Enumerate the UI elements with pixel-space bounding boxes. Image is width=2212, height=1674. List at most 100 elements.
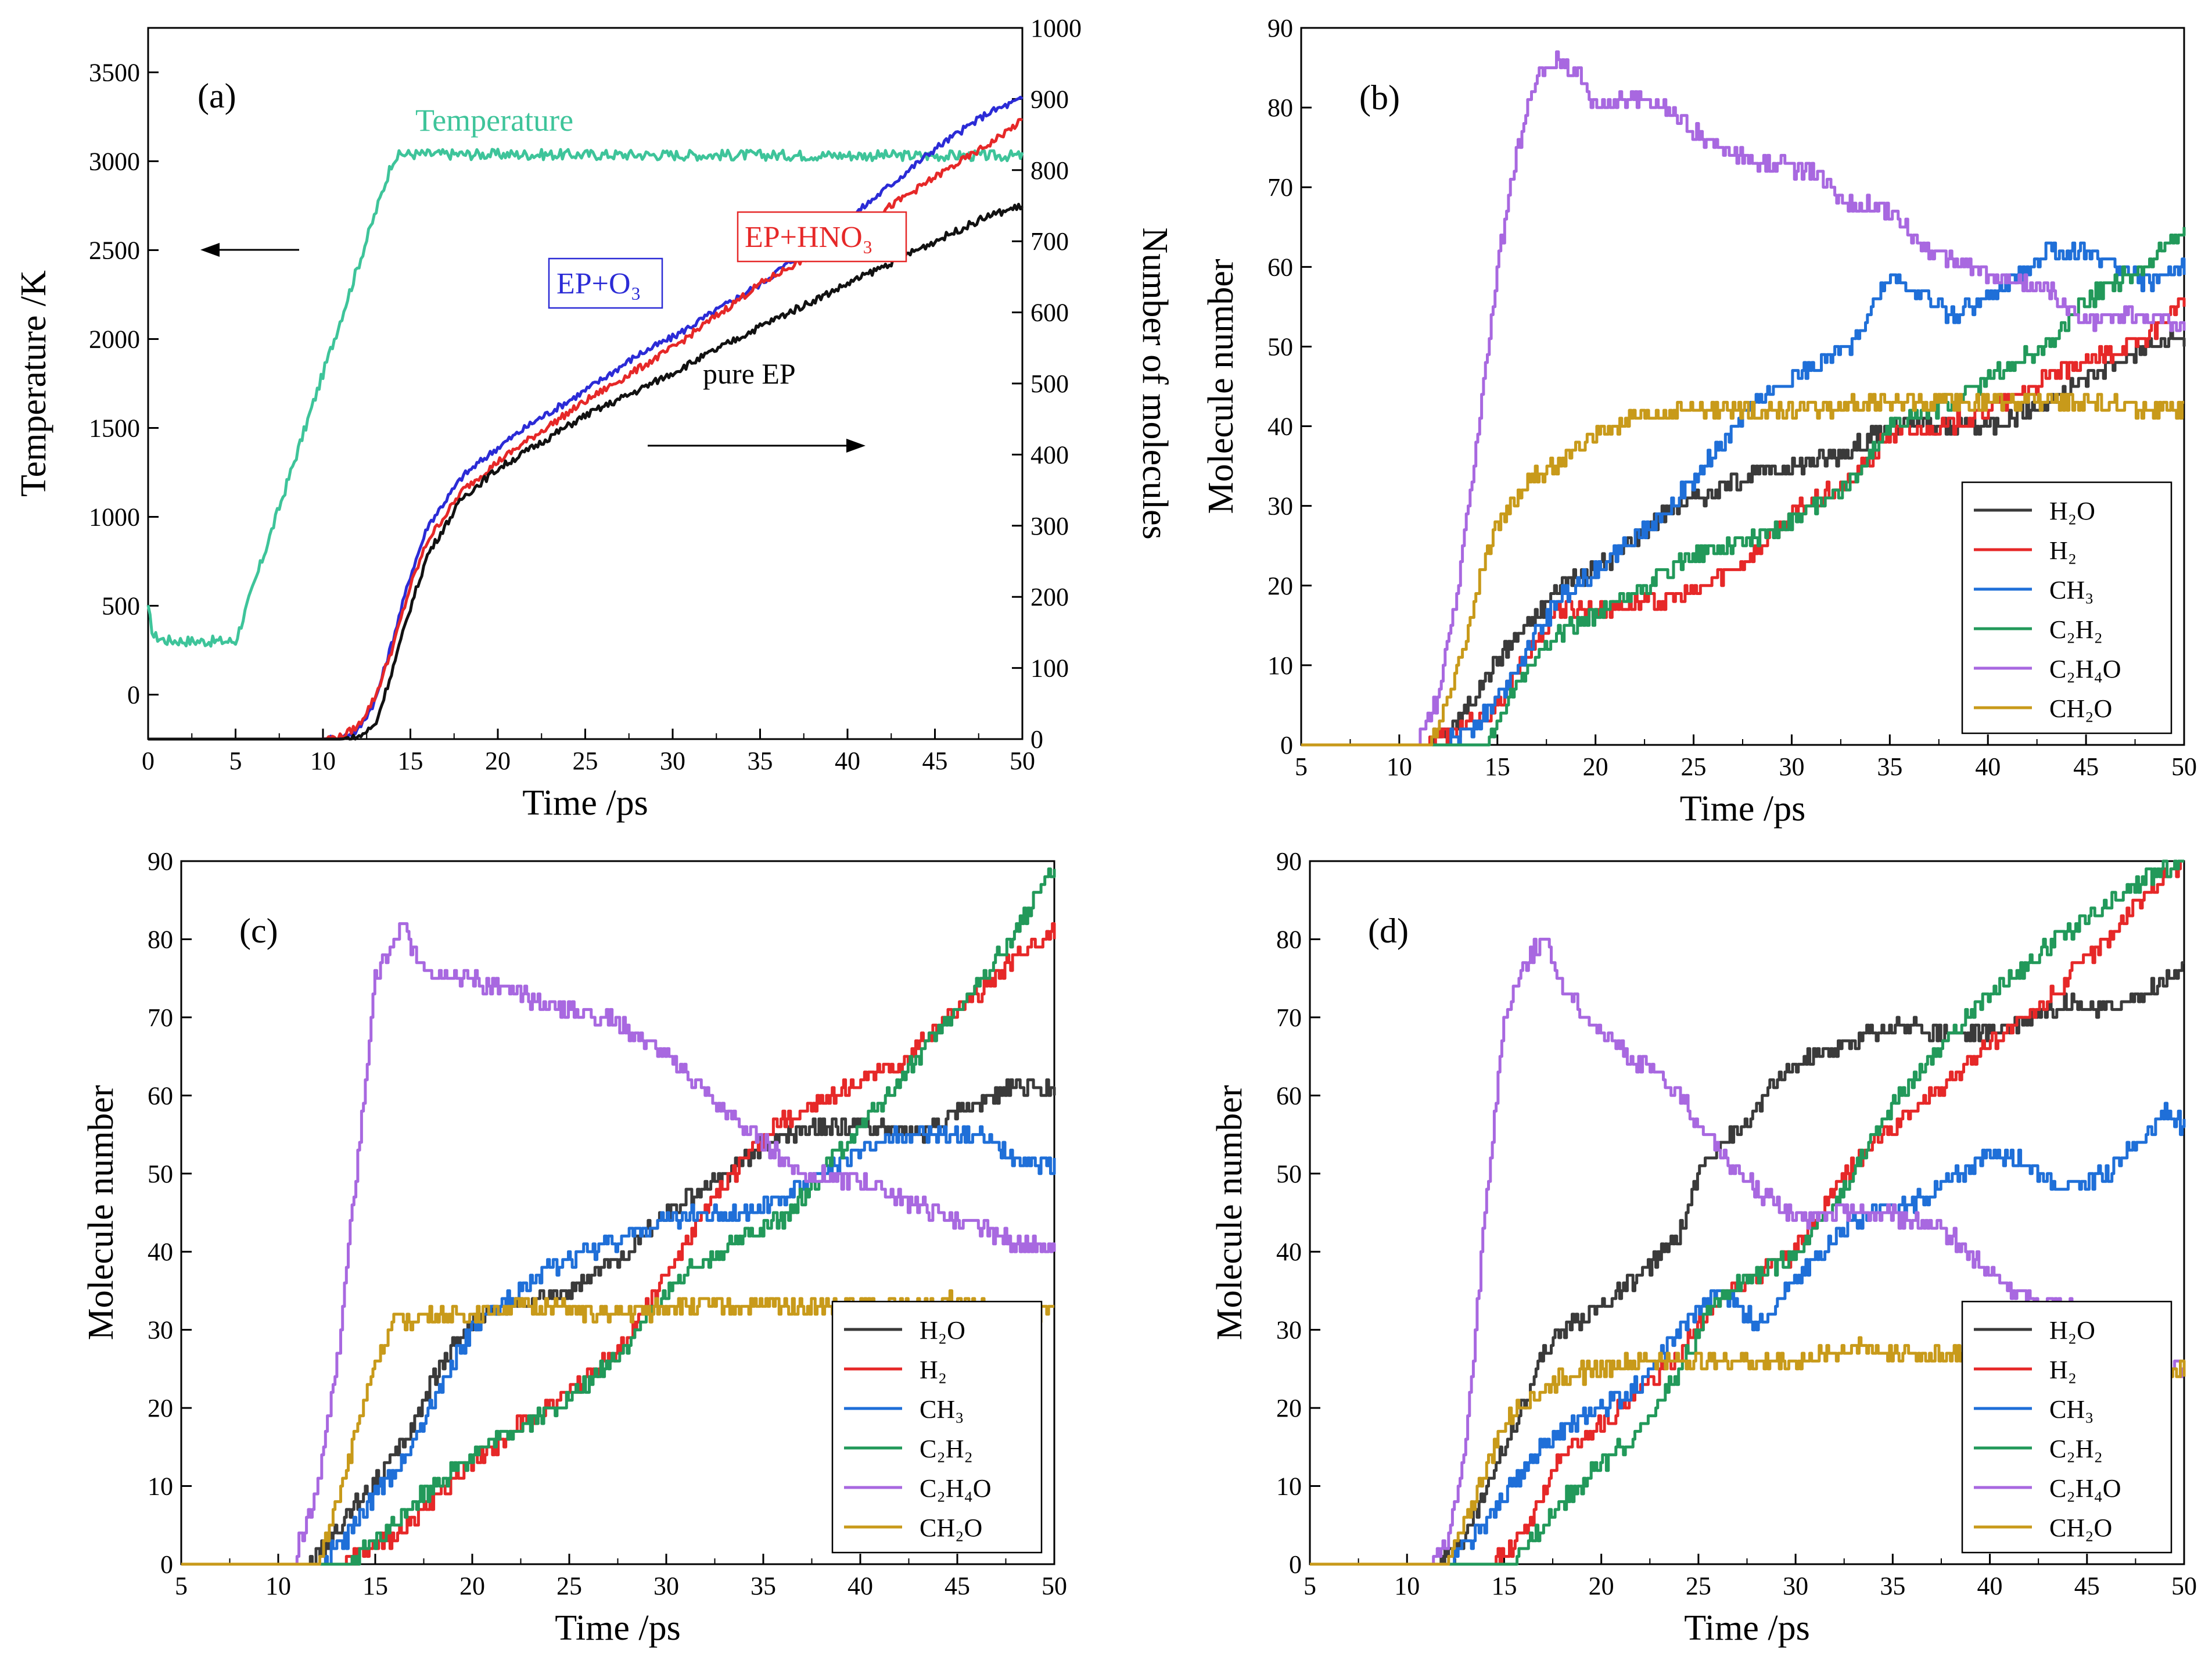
- panel-d-label: (d): [1368, 912, 1409, 950]
- panel-b-legend-label: C₂H₄O: [2049, 655, 2121, 683]
- panel-b-xtick-label: 50: [2171, 752, 2197, 781]
- panel-b-xtick-label: 30: [1779, 752, 1804, 781]
- panel-c-ytick-label: 40: [148, 1238, 173, 1266]
- panel-a-series-3: [148, 203, 1024, 741]
- panel-d-xtick-label: 5: [1304, 1572, 1316, 1600]
- panel-a-xtick-label: 25: [573, 747, 598, 775]
- panel-a-ytick-label: 3000: [89, 148, 140, 176]
- panel-a-label: (a): [198, 77, 236, 115]
- panel-b-series-3: [1301, 227, 2186, 747]
- panel-d-ytick-label: 60: [1276, 1081, 1302, 1110]
- panel-b-series-5: [1301, 393, 2184, 747]
- panel-a-ytick-label: 0: [127, 681, 140, 709]
- panel-c-xtick-label: 10: [265, 1572, 291, 1600]
- panel-b-ylabel: Molecule number: [1201, 259, 1241, 514]
- panel-b-legend: [1961, 481, 2172, 734]
- panel-d-xtick-label: 10: [1394, 1572, 1420, 1600]
- panel-d-ytick-label: 80: [1276, 925, 1302, 954]
- panel-c-xtick-label: 30: [653, 1572, 679, 1600]
- panel-b-xtick-label: 25: [1681, 752, 1707, 781]
- panel-c-ytick-label: 10: [148, 1472, 173, 1501]
- panel-d-ytick-label: 20: [1276, 1394, 1302, 1422]
- panel-a-xtick-label: 40: [835, 747, 860, 775]
- panel-b-ytick-label: 60: [1267, 253, 1293, 281]
- panel-b-xtick-label: 5: [1295, 752, 1308, 781]
- panel-a-series-0: [146, 148, 1024, 648]
- panel-d-ytick-label: 70: [1276, 1003, 1302, 1032]
- panel-c-legend-label: CH₂O: [920, 1514, 982, 1542]
- panel-c-xtick-label: 35: [751, 1572, 776, 1600]
- panel-d-series-0: [1310, 961, 2184, 1566]
- panel-a-ytick-label: 1000: [89, 503, 140, 532]
- panel-d-xtick-label: 40: [1977, 1572, 2003, 1600]
- panel-a-ylabel-right: Number of molecules: [1135, 227, 1175, 539]
- panel-c-series-4: [181, 922, 1056, 1566]
- panel-a-ytick-label: 3500: [89, 59, 140, 87]
- panel-a-ytick-right-label: 500: [1030, 370, 1069, 398]
- panel-d-legend-label: H₂O: [2049, 1316, 2095, 1345]
- panel-b-ytick-label: 70: [1267, 173, 1293, 202]
- panel-a-ytick-right-label: 100: [1030, 654, 1069, 683]
- panel-d-ytick-label: 30: [1276, 1316, 1302, 1345]
- panel-a-annot-pure-ep: pure EP: [703, 357, 796, 390]
- panel-c-ytick-label: 20: [148, 1394, 173, 1422]
- panel-a-annot-box-o3: [548, 257, 663, 309]
- panel-c-xtick-label: 15: [362, 1572, 388, 1600]
- panel-a-annot-temperature: Temperature: [415, 103, 573, 138]
- panel-b-series-4: [1301, 50, 2186, 747]
- panel-c-ytick-label: 0: [160, 1550, 173, 1579]
- panel-c-ytick-label: 70: [148, 1003, 173, 1032]
- panel-b-legend-label: H₂O: [2049, 497, 2095, 525]
- panel-a-ytick-label: 2000: [89, 325, 140, 354]
- panel-c: 5 10 15 20 25 30 35 40 45 50 0 10 20 30 40 50 60 70 80 90 H₂…: [81, 847, 1067, 1648]
- panel-d-xtick-label: 25: [1686, 1572, 1711, 1600]
- panel-b-xtick-label: 40: [1975, 752, 2001, 781]
- panel-d-ytick-label: 90: [1276, 847, 1302, 876]
- panel-b-legend-label: CH₂O: [2049, 694, 2112, 723]
- panel-a-annot-box-hno3: [737, 211, 907, 263]
- panel-a-ytick-right-label: 300: [1030, 512, 1069, 540]
- panel-d-ytick-label: 0: [1289, 1550, 1302, 1579]
- panel-a-arrowhead-left: [200, 243, 220, 257]
- panel-c-ytick-label: 50: [148, 1160, 173, 1188]
- panel-c-legend-label: C₂H₂: [920, 1435, 973, 1463]
- panel-c-xtick-label: 45: [945, 1572, 970, 1600]
- panel-b-series-0: [1301, 329, 2186, 747]
- panel-a-ytick-right-label: 200: [1030, 583, 1069, 611]
- panel-c-series-2: [181, 1125, 1056, 1566]
- panel-d-legend: [1961, 1300, 2172, 1554]
- panel-a-ytick-right-label: 900: [1030, 85, 1069, 113]
- panel-a-ytick-right-label: 0: [1030, 725, 1043, 754]
- panel-a-frame: [147, 27, 1024, 740]
- panel-c-legend-label: C₂H₄O: [920, 1474, 992, 1503]
- panel-b-legend-label: CH₃: [2049, 576, 2094, 604]
- panel-a-ytick-label: 2500: [89, 236, 140, 265]
- panel-b-legend-label: H₂: [2049, 536, 2077, 565]
- panel-c-legend-label: H₂: [920, 1356, 947, 1384]
- panel-a-ytick-right-label: 700: [1030, 227, 1069, 256]
- panel-d-ytick-label: 10: [1276, 1472, 1302, 1501]
- panel-b-ytick-label: 10: [1267, 651, 1293, 680]
- panel-a-xtick-label: 20: [485, 747, 511, 775]
- panel-d-xtick-label: 50: [2171, 1572, 2197, 1600]
- panel-d-xtick-label: 35: [1880, 1572, 1905, 1600]
- panel-b-xtick-label: 15: [1485, 752, 1510, 781]
- panel-c-xtick-label: 20: [459, 1572, 485, 1600]
- panel-c-legend-label: CH₃: [920, 1395, 964, 1424]
- panel-b-ytick-label: 40: [1267, 413, 1293, 441]
- panel-a-ytick-right-label: 400: [1030, 440, 1069, 469]
- panel-b-xtick-label: 45: [2073, 752, 2099, 781]
- panel-a-xtick-label: 15: [398, 747, 423, 775]
- panel-b-ytick-label: 80: [1267, 94, 1293, 122]
- panel-c-xtick-label: 25: [556, 1572, 582, 1600]
- panel-d-ytick-label: 40: [1276, 1238, 1302, 1266]
- panel-d-legend-label: C₂H₂: [2049, 1435, 2103, 1463]
- panel-b-xtick-label: 20: [1583, 752, 1608, 781]
- panel-a-xtick-label: 30: [660, 747, 685, 775]
- panel-b-xtick-label: 35: [1877, 752, 1902, 781]
- panel-d-ytick-label: 50: [1276, 1160, 1302, 1188]
- panel-c-xtick-label: 5: [175, 1572, 188, 1600]
- panel-b-ytick-label: 50: [1267, 332, 1293, 361]
- panel-c-ytick-label: 60: [148, 1081, 173, 1110]
